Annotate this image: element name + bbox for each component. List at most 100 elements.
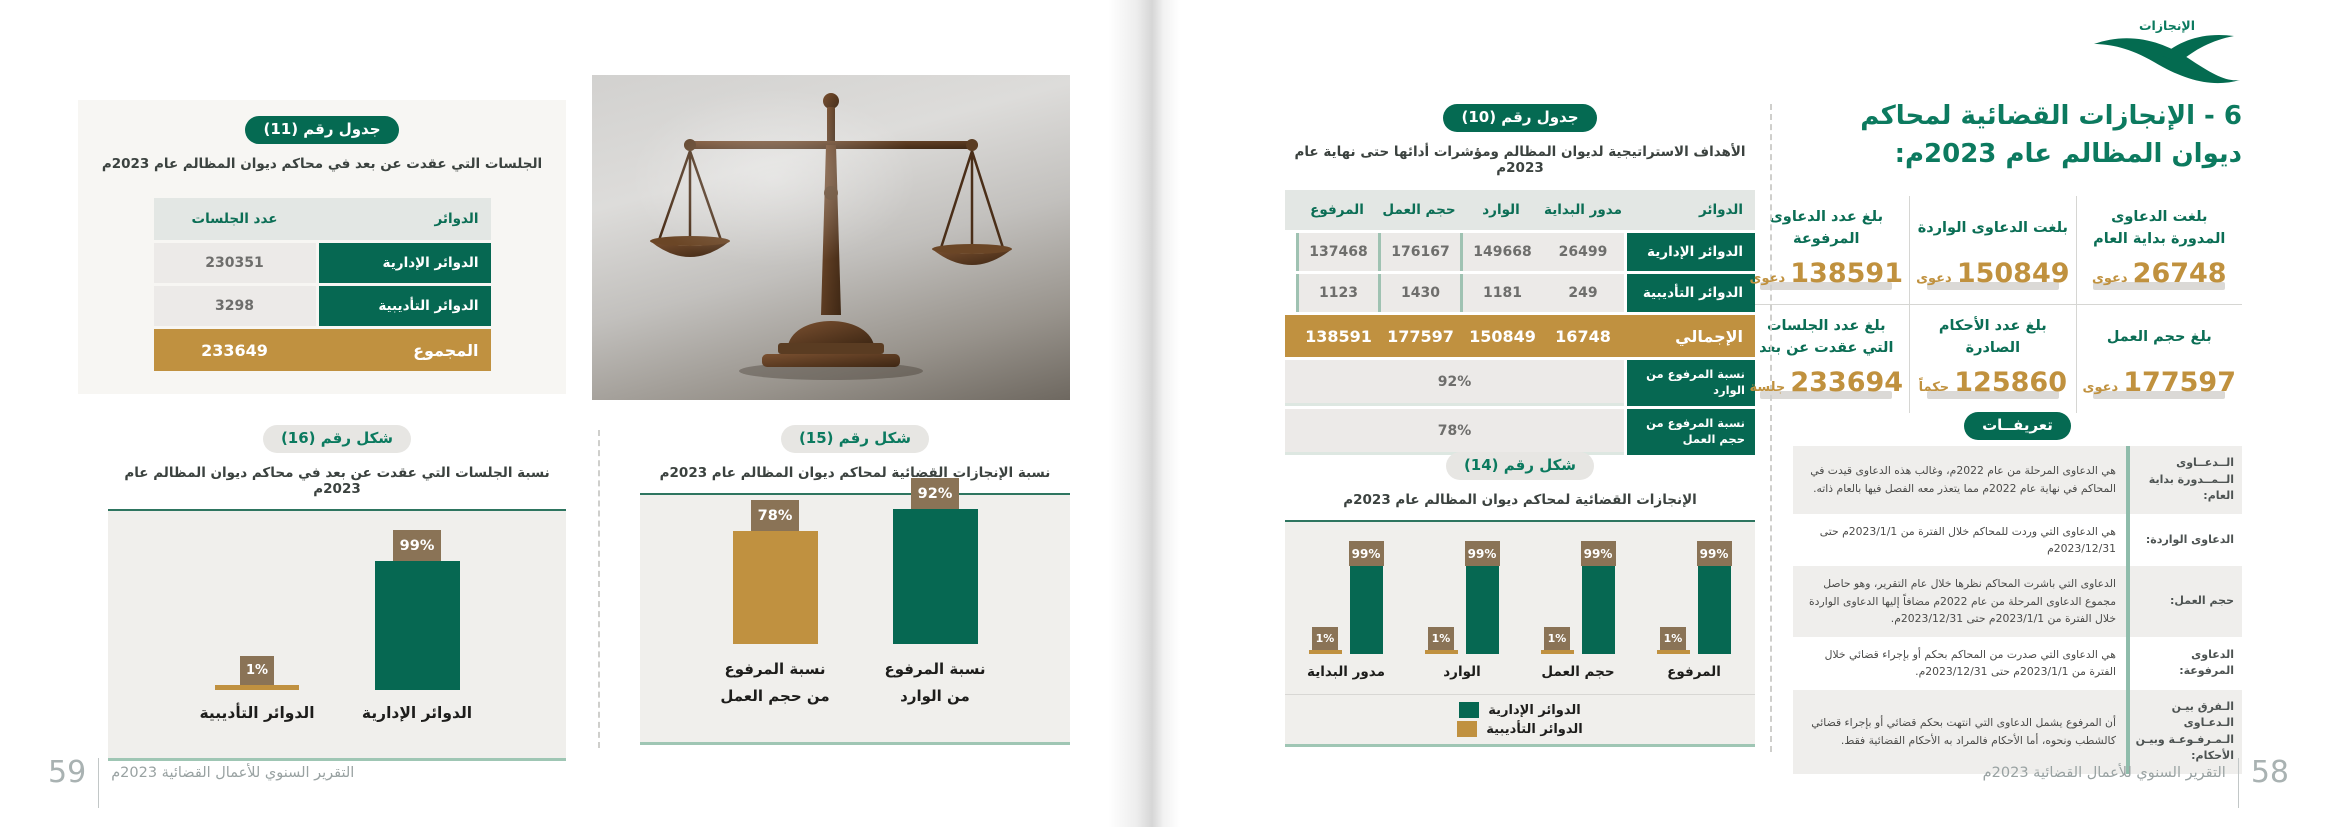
bar-column: 99% الدوائر الإدارية: [337, 530, 497, 730]
table10-pill: جدول رقم (10): [1443, 104, 1597, 132]
logo-label: الإنجازات: [2138, 18, 2196, 33]
figure14-chart: 99% 1% المرفوع 99% 1% حجم العمل: [1285, 520, 1755, 747]
bar-group: 99% 1% المرفوع: [1648, 541, 1740, 686]
page-59: جدول رقم (11) الجلسات التي عقدت عن بعد ف…: [0, 0, 1132, 827]
stat-underline: [1926, 282, 2059, 290]
ratio-label: نسبة المرفوع من الوارد: [1627, 360, 1755, 406]
bar-value-label: 99%: [393, 530, 441, 561]
stat-cell: بلغت الدعاوى المدورة بداية العام 26748 د…: [2075, 196, 2242, 305]
stats-grid: بلغت الدعاوى المدورة بداية العام 26748 د…: [1743, 196, 2242, 413]
ratio-value: 92%: [1285, 360, 1624, 406]
ratio-label: نسبة المرفوع من حجم العمل: [1627, 409, 1755, 455]
dashed-divider: [1770, 104, 1772, 752]
bar-value-label: 78%: [751, 500, 799, 531]
definition-term: حجم العمل:: [2169, 594, 2234, 608]
table11-pill: جدول رقم (11): [245, 116, 399, 144]
definitions-header: تعريفــات: [1793, 412, 2242, 440]
definitions-table: الــدعــاوى الــمــدورة بداية العام: هي …: [1793, 446, 2242, 774]
table-total-row: الإجمالي 16748 150849 177597 138591: [1285, 315, 1755, 357]
table-header-row: الدوائر مدور البداية الوارد حجم العمل ال…: [1285, 190, 1755, 230]
stat-underline: [2093, 391, 2226, 399]
figure14-pill: شكل رقم (14): [1445, 452, 1595, 480]
dashed-divider: [598, 430, 600, 748]
definition-accent-bar: [2126, 566, 2130, 637]
bar-value-label: 99%: [1348, 541, 1384, 566]
legend-swatch-green: [1459, 702, 1480, 718]
stat-cell: بلغت الدعاوى الواردة 150849 دعوى: [1909, 196, 2076, 305]
table-row: الدوائر التأديبية 3298: [153, 286, 491, 326]
bird-swoosh-icon: [2094, 34, 2240, 84]
bar-category-label: نسبة المرفوع من الوارد: [884, 660, 986, 705]
bar-category-label: نسبة المرفوع من حجم العمل: [720, 660, 830, 705]
stat-value: 177597 دعوى: [2082, 367, 2236, 398]
table11-caption: الجلسات التي عقدت عن بعد في محاكم ديوان …: [101, 156, 543, 172]
figure14-bars: 99% 1% المرفوع 99% 1% حجم العمل: [1285, 522, 1755, 694]
definition-accent-bar: [2126, 446, 2130, 514]
row-value: 176167: [1378, 233, 1460, 271]
bar-group: 99% 1% الوارد: [1416, 541, 1508, 686]
definition-text: هي الدعاوى التي وردت للمحاكم خلال الفترة…: [1819, 524, 2116, 555]
stat-value: 233694 جلسة: [1749, 367, 1904, 398]
row-value: 1181: [1460, 274, 1542, 312]
table10-caption: الأهداف الاستراتيجية لديوان المظالم ومؤش…: [1294, 144, 1746, 176]
footer-report-title: التقرير السنوي للأعمال القضائية 2023م: [111, 765, 355, 781]
bar-value-label: 1%: [240, 656, 274, 685]
bar-value-label: 99%: [1580, 541, 1616, 566]
green-bar: [1465, 566, 1499, 654]
figure14-caption: الإنجازات القضائية لمحاكم ديوان المظالم …: [1343, 492, 1697, 508]
definition-text: هي الدعاوى التي صدرت من المحاكم بحكم أو …: [1824, 647, 2116, 679]
row-value: 1430: [1378, 274, 1460, 312]
page-number: 58: [2250, 755, 2289, 790]
table-row: الدوائر التأديبية 249 1181 1430 1123: [1285, 274, 1755, 312]
definition-row: الــدعــاوى الــمــدورة بداية العام: هي …: [1793, 446, 2242, 514]
legend-item: الدوائر التأديبية: [1457, 721, 1583, 737]
total-label: المجموع: [413, 340, 479, 360]
gold-bar: [1424, 650, 1458, 654]
gold-bar: [1540, 650, 1574, 654]
stat-label: بلغ عدد الدعاوى المرفوعة: [1769, 209, 1884, 247]
ratio-value: 78%: [1285, 409, 1624, 455]
stat-label: بلغت الدعاوى الواردة: [1917, 220, 2068, 237]
stat-cell: بلغ عدد الأحكام الصادرة 125860 حكماً: [1909, 305, 2075, 413]
bar-value-label: 99%: [1696, 541, 1732, 566]
bar-column: 78% نسبة المرفوع من حجم العمل: [695, 500, 855, 714]
definition-term: الـفرق بيـن الـدعـاوى الـمـرفـوعـة وبيـن…: [2135, 699, 2234, 763]
gold-bar: [215, 685, 299, 690]
row-value: 249: [1542, 274, 1624, 312]
figure15-block: شكل رقم (15) نسبة الإنجازات القضائية لمح…: [640, 425, 1070, 745]
total-value: 233649: [201, 340, 268, 360]
header-cell: الدوائر: [1699, 202, 1743, 218]
bar-value-label: 99%: [1464, 541, 1500, 566]
bar-category-label: الدوائر التأديبية: [199, 704, 315, 722]
stat-underline: [1760, 282, 1893, 290]
header-cell: عدد الجلسات: [191, 211, 278, 227]
page-number: 59: [48, 755, 87, 790]
row-value: 230351: [153, 243, 316, 283]
gold-bar: [732, 531, 818, 644]
row-value: 149668: [1460, 233, 1542, 271]
total-value: 177597: [1378, 315, 1460, 357]
footer-divider: [2237, 758, 2239, 808]
legend-swatch-gold: [1457, 721, 1478, 737]
stat-label: بلغت الدعاوى المدورة بداية العام: [2093, 209, 2226, 247]
bar-category-label: المرفوع: [1667, 664, 1721, 680]
definition-row: الدعاوى المرفوعة: هي الدعاوى التي صدرت م…: [1793, 636, 2242, 690]
definition-accent-bar: [2126, 689, 2130, 774]
green-bar: [892, 509, 978, 644]
gold-bar: [1308, 650, 1342, 654]
stat-cell: بلغ حجم العمل 177597 دعوى: [2075, 305, 2242, 413]
footer-left: 59 التقرير السنوي للأعمال القضائية 2023م: [48, 756, 354, 808]
stat-underline: [2093, 282, 2226, 290]
stat-value: 26748 دعوى: [2091, 258, 2227, 289]
bar-column: 1% الدوائر التأديبية: [177, 656, 337, 730]
stat-underline: [1760, 391, 1893, 399]
table-ratio-row: نسبة المرفوع من حجم العمل 78%: [1285, 409, 1755, 455]
table10-block: جدول رقم (10) الأهداف الاستراتيجية لديوا…: [1285, 104, 1755, 455]
figure15-caption: نسبة الإنجازات القضائية لمحاكم ديوان الم…: [659, 465, 1051, 481]
section-title: 6 - الإنجازات القضائية لمحاكم ديوان المظ…: [1860, 101, 2242, 169]
definition-term: الدعاوى الواردة:: [2145, 532, 2234, 546]
figure14-legend: الدوائر الإدارية الدوائر التأديبية: [1285, 694, 1755, 744]
stat-value: 138591 دعوى: [1749, 258, 1903, 289]
table11: الدوائر عدد الجلسات الدوائر الإدارية 230…: [153, 198, 491, 371]
